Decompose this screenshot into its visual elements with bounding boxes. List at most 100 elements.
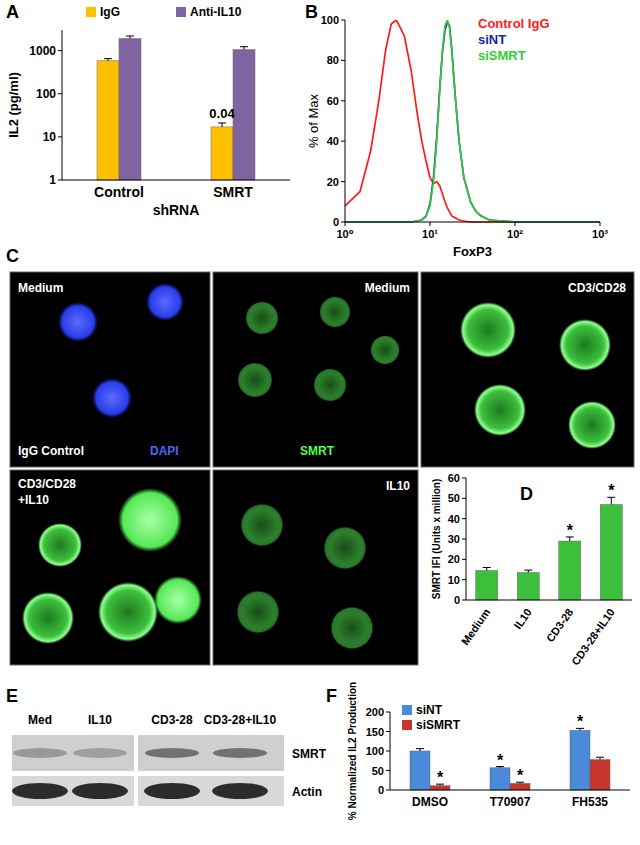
blot-strip [138,776,284,806]
band [12,783,68,799]
bar [119,39,141,180]
legend-label: siSMRT [416,718,461,732]
lane-label: Med [28,713,52,727]
band [13,748,67,758]
panel-letter: B [305,2,318,22]
micrograph-label: Medium [365,281,410,295]
y-tick-label: 50 [448,492,460,504]
error-bar [416,749,424,751]
plot-area [410,728,610,790]
y-tick-label: 30 [448,533,460,545]
micrograph-label: Medium [18,281,63,295]
y-tick-label: 50 [372,765,384,777]
y-tick-label: 0 [378,784,384,796]
y-tick-label: 0 [333,216,339,228]
bar [430,786,450,790]
blot-strip [138,735,284,771]
lane-label: IL10 [88,713,112,727]
micrograph [10,272,210,467]
micrograph-label: +IL10 [18,493,49,507]
x-axis-label: shRNA [153,202,200,218]
cell [568,401,616,449]
y-axis-label: IL2 (pg/ml) [6,72,21,138]
cell [330,606,374,650]
y-tick-label: 60 [327,95,339,107]
error-bar [483,567,491,570]
y-tick [462,518,466,519]
y-tick [386,770,390,771]
bar [570,730,590,790]
row-label: SMRT [292,747,327,761]
legend-label: siNT [416,703,443,717]
x-axis [466,600,632,601]
legend-swatch [176,7,186,17]
y-tick-label: 80 [327,54,339,66]
y-axis-label: SMRT IFI (Units x million) [431,479,442,600]
y-tick-label: 100 [36,87,56,101]
y-tick-label: 10 [448,574,460,586]
y-tick [462,478,466,479]
x-tick-label: T70907 [490,795,531,809]
cell [98,582,158,642]
y-tick [58,50,62,51]
error-bar [596,757,604,759]
band [144,783,200,799]
legend-label: Anti-IL10 [190,5,242,19]
x-tick-label: IL10 [511,606,533,631]
plot-area [97,36,255,180]
y-axis [345,20,346,222]
y-tick [386,790,390,791]
plot-area [345,20,600,222]
blot-strip [12,776,134,806]
error-bar [218,123,226,127]
line [345,22,600,222]
x-tick-label: FH535 [572,795,608,809]
y-tick [341,60,345,61]
bar [490,768,510,790]
y-tick-label: 1 [49,173,56,187]
x-axis [390,790,630,791]
y-tick-label: 20 [327,176,339,188]
bar [559,541,581,600]
y-tick [341,20,345,21]
figure: MediumIgG ControlDAPIMediumSMRTCD3/CD28C… [0,0,640,845]
x-tick-label: CD3-28+IL10 [569,606,617,667]
y-tick-label: 20 [448,553,460,565]
x-tick-label: CD3-28 [544,606,576,644]
y-axis [62,30,63,180]
y-tick [462,559,466,560]
error-bar [524,570,532,572]
y-tick [58,93,62,94]
panel-letter: C [6,246,19,266]
y-tick [386,751,390,752]
cell [323,526,367,570]
x-tick [515,222,516,226]
y-tick [462,498,466,499]
cell [154,576,202,624]
x-tick [430,222,431,226]
band [73,748,127,758]
micrograph [213,470,418,665]
bar [211,127,233,180]
x-tick-label: SMRT [213,184,253,200]
annotation: * [497,752,504,769]
cell [245,301,279,335]
y-axis-label: % of Max [306,93,321,148]
legend-swatch [402,720,412,730]
y-tick [341,141,345,142]
y-tick-label: 200 [366,706,384,718]
blot-strip [12,735,134,771]
cell [22,592,74,644]
lane-label: CD3-28+IL10 [204,713,277,727]
cell [460,302,516,358]
y-tick [386,712,390,713]
panel-letter: A [6,2,19,22]
y-tick-label: 40 [327,135,339,147]
band [72,783,128,799]
legend-label: siSMRT [478,48,526,63]
bar [517,573,539,600]
legend-label: siNT [478,32,506,47]
x-tick-label: 10⁰ [336,228,353,240]
band [213,748,267,758]
line [345,20,600,222]
